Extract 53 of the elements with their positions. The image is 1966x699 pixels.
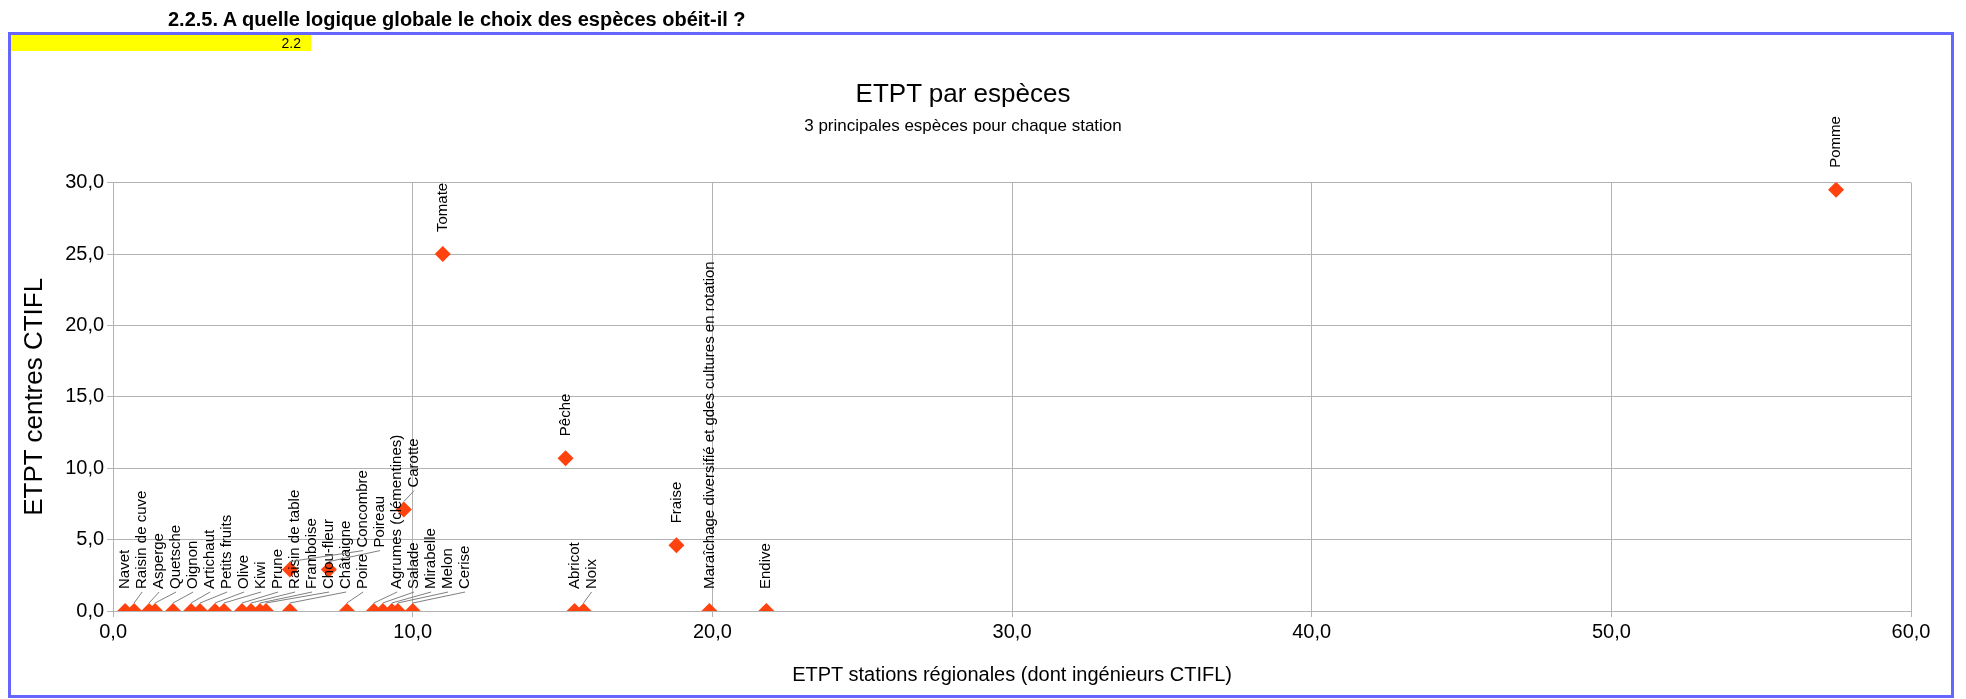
- point: [434, 246, 451, 262]
- text: 2.2.5. A quelle logique globale le choix des espèces obéit-il ?: [167, 8, 747, 32]
- text: Poire: [353, 553, 371, 589]
- y-axis-title: ETPT centres CTIFL: [17, 277, 48, 516]
- point: [1828, 182, 1845, 198]
- y-tick-label: 5,0: [76, 527, 105, 550]
- x-tick-label: 10,0: [393, 619, 433, 642]
- y-tick-label: 10,0: [65, 455, 105, 478]
- text: Asperge: [149, 533, 167, 589]
- text: Noix: [581, 558, 599, 589]
- text: Melon: [438, 548, 456, 589]
- x-tick-label: 0,0: [99, 619, 128, 642]
- text: 2.2: [11, 35, 311, 51]
- x-tick-label: 20,0: [692, 619, 732, 642]
- chart-title: ETPT par espèces: [855, 77, 1071, 108]
- x-tick-label: 30,0: [992, 619, 1032, 642]
- y-tick-label: 15,0: [65, 384, 105, 407]
- text: Pêche: [555, 393, 573, 437]
- text: Chou-fleur: [319, 518, 337, 589]
- text: Navet: [115, 548, 133, 589]
- text: Artichaut: [200, 528, 218, 589]
- chart-subtitle: 3 principales espèces pour chaque station: [804, 116, 1122, 136]
- y-tick-label: 25,0: [65, 241, 105, 264]
- text: Concombre: [353, 470, 371, 548]
- text: Agrumes (clémentines): [387, 434, 405, 589]
- text: Carotte: [404, 438, 422, 488]
- x-tick-label: 40,0: [1292, 619, 1332, 642]
- text: Pomme: [1826, 116, 1844, 168]
- text: Kiwi: [251, 561, 269, 589]
- text: Tomate: [432, 182, 450, 232]
- text: Endive: [756, 543, 774, 589]
- x-axis-title: ETPT stations régionales (dont ingénieurs CTIFL): [792, 662, 1232, 685]
- y-tick-label: 0,0: [76, 598, 105, 621]
- text: Prune: [268, 548, 286, 589]
- text: Raisin de table: [285, 489, 303, 589]
- text: Framboise: [302, 518, 320, 589]
- text: Châtaigne: [336, 520, 354, 589]
- text: Petits fruits: [217, 514, 235, 589]
- text: Mirabelle: [421, 528, 439, 589]
- text: Abricot: [564, 541, 582, 589]
- text: Salade: [404, 542, 422, 589]
- y-tick-label: 20,0: [65, 312, 105, 335]
- y-tick-label: 30,0: [65, 170, 105, 193]
- text: Raisin de cuve: [132, 490, 150, 589]
- text: Olive: [234, 554, 252, 589]
- text: Quetsche: [166, 524, 184, 589]
- x-tick-label: 60,0: [1891, 619, 1931, 642]
- text: Fraise: [666, 481, 684, 524]
- x-tick-label: 50,0: [1591, 619, 1631, 642]
- text: Maraîchage diversifié et gdes cultures en rotation: [699, 261, 717, 589]
- text: Poireau: [370, 495, 388, 548]
- text: Cerise: [455, 545, 473, 589]
- text: Oignon: [183, 540, 201, 589]
